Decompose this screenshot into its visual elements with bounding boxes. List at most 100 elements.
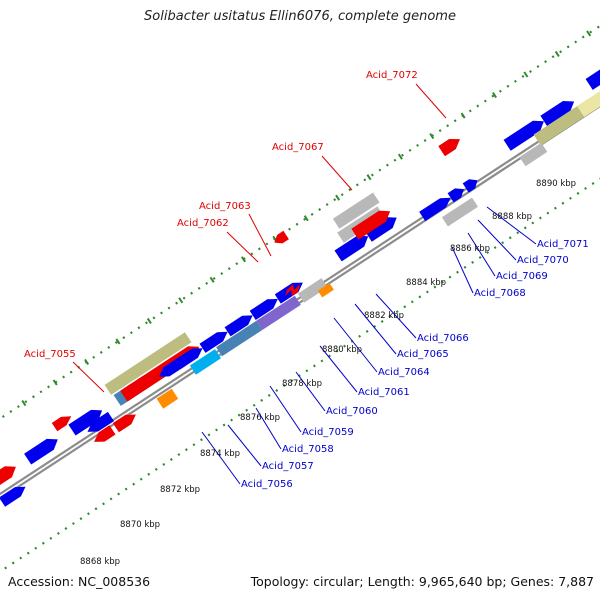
gene-label: Acid_7060 xyxy=(326,406,378,417)
label-leader-line xyxy=(227,424,262,467)
gene-forward xyxy=(577,91,600,117)
gene-forward xyxy=(585,69,600,90)
ruler-label: 8886 kbp xyxy=(450,244,490,254)
label-leader-line xyxy=(333,317,378,373)
gene-forward xyxy=(24,438,58,465)
gene-reverse xyxy=(112,414,136,433)
ruler-tick xyxy=(460,112,466,119)
gene-label: Acid_7061 xyxy=(358,387,410,398)
gene-forward xyxy=(0,466,16,485)
label-leader-lines xyxy=(72,83,537,485)
gene-label: Acid_7071 xyxy=(537,239,589,250)
gene-label: Acid_7069 xyxy=(496,271,548,282)
gene-label: Acid_7055 xyxy=(24,349,76,360)
ruler-tick xyxy=(146,317,152,324)
gene-reverse xyxy=(94,425,116,442)
ruler-tick xyxy=(52,379,58,386)
gene-label: Acid_7063 xyxy=(199,201,251,212)
ruler-label: 8872 kbp xyxy=(160,485,200,495)
gene-forward xyxy=(174,348,203,370)
gene-forward xyxy=(519,142,548,167)
genome-info-text: Topology: circular; Length: 9,965,640 bp… xyxy=(250,574,594,589)
map-title: Solibacter usitatus Ellin6076, complete … xyxy=(144,9,456,24)
ruler-tick xyxy=(554,50,560,58)
gene-label: Acid_7070 xyxy=(517,255,569,266)
ruler-label: 8870 kbp xyxy=(120,520,160,530)
gene-forward xyxy=(332,192,380,229)
ruler-label: 8876 kbp xyxy=(240,413,280,423)
ruler-label: 8888 kbp xyxy=(492,212,532,222)
ruler-tick xyxy=(115,338,121,345)
gene-forward xyxy=(104,332,192,395)
label-leader-line xyxy=(375,293,417,339)
label-leader-line xyxy=(319,345,358,393)
ruler-tick xyxy=(397,153,403,160)
label-leader-line xyxy=(354,303,397,355)
gene-forward xyxy=(419,197,451,222)
gene-forward xyxy=(189,349,221,375)
label-leader-line xyxy=(248,213,272,257)
gene-forward xyxy=(156,388,179,409)
gene-forward xyxy=(441,197,478,227)
label-leader-line xyxy=(321,155,353,191)
gene-forward xyxy=(438,139,460,157)
label-leader-line xyxy=(295,371,326,412)
ruler-tick xyxy=(429,133,435,140)
ruler-tick xyxy=(523,71,529,78)
gene-reverse xyxy=(51,416,72,432)
ruler-label-layer: 8868 kbp 8870 kbp 8872 kbp 8874 kbp 8876 kbp… xyxy=(80,179,576,567)
ruler-tick xyxy=(21,399,27,407)
gene-label: Acid_7066 xyxy=(417,333,469,344)
gene-forward xyxy=(462,179,478,193)
gene-label: Acid_7058 xyxy=(282,444,334,455)
backbone-line xyxy=(0,99,600,496)
gene-forward xyxy=(364,217,397,242)
label-leader-line xyxy=(72,361,105,393)
gene-forward xyxy=(274,282,303,304)
ruler-label: 8882 kbp xyxy=(364,311,404,321)
ruler-tick xyxy=(303,215,309,222)
gene-label: Acid_7056 xyxy=(241,479,293,490)
ruler-label: 8874 kbp xyxy=(200,449,240,459)
accession-text: Accession: NC_008536 xyxy=(8,574,151,589)
gene-forward xyxy=(540,101,575,127)
ruler-tick xyxy=(335,194,341,201)
gene-label: Acid_7065 xyxy=(397,349,449,360)
gene-forward xyxy=(274,230,289,244)
ruler-label: 8878 kbp xyxy=(282,379,322,389)
gene-reverse xyxy=(0,486,26,507)
gene-forward xyxy=(334,235,369,262)
label-leader-line xyxy=(451,246,474,294)
gene-forward xyxy=(503,120,544,151)
ruler-tick xyxy=(178,297,184,304)
gene-label: Acid_7057 xyxy=(262,461,314,472)
acid-7063-marker xyxy=(285,284,300,296)
gene-label: Acid_7068 xyxy=(474,288,526,299)
label-leader-line xyxy=(201,431,241,485)
ruler-tick xyxy=(241,256,246,263)
gene-label: Acid_7072 xyxy=(366,70,418,81)
label-leader-line xyxy=(486,206,537,245)
ruler-label: 8880 kbp xyxy=(322,345,362,355)
gene-label: Acid_7064 xyxy=(378,367,430,378)
gene-forward xyxy=(317,283,334,298)
ruler-tick xyxy=(492,91,497,99)
ruler-tick xyxy=(84,358,90,366)
label-leader-line xyxy=(477,219,517,261)
gene-label: Acid_7062 xyxy=(177,218,229,229)
gene-forward xyxy=(298,278,328,303)
ruler-dotted-line xyxy=(0,24,600,420)
ruler-layer xyxy=(0,24,600,573)
gene-forward xyxy=(224,315,253,337)
gene-label: Acid_7067 xyxy=(272,142,324,153)
ruler-tick xyxy=(586,30,592,37)
gene-label: Acid_7059 xyxy=(302,427,354,438)
label-leader-line xyxy=(415,83,447,119)
gene-forward xyxy=(447,188,464,203)
ruler-label: 8884 kbp xyxy=(406,278,446,288)
label-leader-line xyxy=(226,231,259,263)
ruler-label: 8868 kbp xyxy=(80,557,120,567)
gene-forward xyxy=(199,331,228,353)
gene-reverse xyxy=(87,411,114,432)
